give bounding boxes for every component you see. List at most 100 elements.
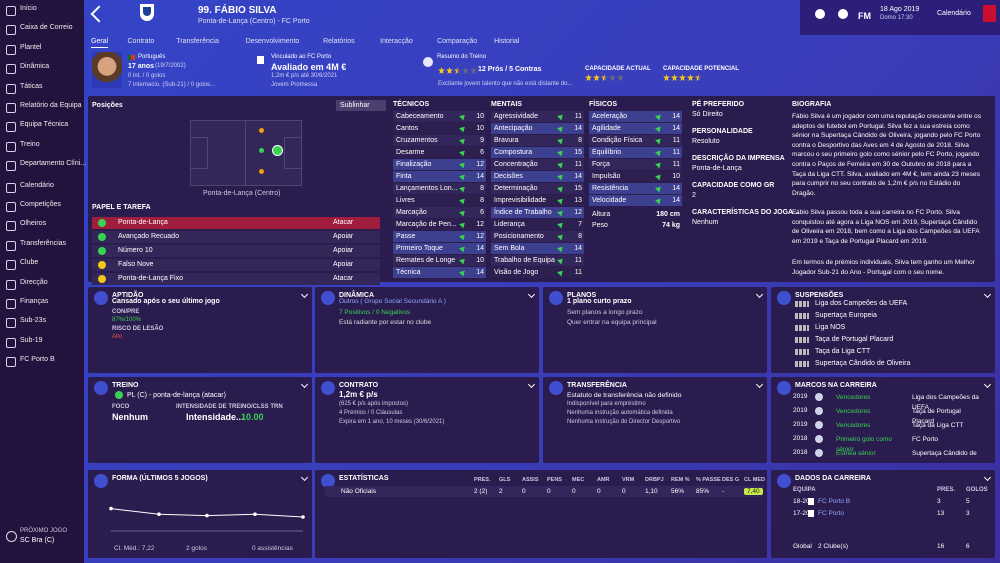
highlight-button[interactable]: Sublinhar bbox=[336, 100, 386, 111]
attr-title: TÉCNICOS bbox=[393, 101, 430, 108]
tab[interactable]: Contrato bbox=[127, 38, 155, 45]
stats-value: 85% bbox=[696, 488, 710, 495]
attr-value: 11 bbox=[574, 257, 582, 264]
attr-value: 14 bbox=[672, 125, 680, 132]
nav-item[interactable]: Plantel bbox=[20, 43, 42, 51]
transfer-line: Indisponível para empréstimo bbox=[567, 401, 646, 407]
career-club[interactable]: FC Porto bbox=[818, 510, 845, 517]
role-name[interactable]: Ponta-de-Lança bbox=[118, 219, 168, 226]
role-duty[interactable]: Apoiar bbox=[333, 247, 354, 254]
nav-item[interactable]: Calendário bbox=[20, 181, 54, 189]
continue-button[interactable] bbox=[983, 5, 996, 22]
attr-name: Imprevisibilidade bbox=[494, 197, 547, 204]
nav-item[interactable]: Finanças bbox=[20, 298, 49, 305]
contract-net: (625 € p/s após impostos) bbox=[339, 401, 409, 407]
form-point bbox=[253, 512, 257, 516]
tab[interactable]: Geral bbox=[91, 38, 109, 48]
fm-logo[interactable]: FM bbox=[858, 11, 871, 21]
training-role: PL (C) - ponta-de-lança (atacar) bbox=[127, 392, 226, 399]
attr-row bbox=[393, 195, 486, 206]
attr-row bbox=[491, 243, 584, 254]
attr-name: Cruzamentos bbox=[396, 137, 438, 144]
header-icon[interactable] bbox=[815, 9, 825, 19]
attr-row bbox=[589, 135, 682, 146]
pitch-half bbox=[245, 120, 246, 186]
attr-name: Primeiro Toque bbox=[396, 245, 443, 252]
attr-row bbox=[491, 255, 584, 266]
attr-name: Marcação bbox=[396, 209, 427, 216]
plans-long: Sem planos a longo prazo bbox=[567, 309, 643, 316]
nav-item[interactable]: Departamento Clíni... bbox=[20, 160, 87, 168]
next-match[interactable]: SC Bra (C) bbox=[20, 537, 55, 544]
nav-item[interactable]: Olheiros bbox=[20, 220, 47, 228]
nav-item[interactable]: Relatório da Equipa bbox=[20, 102, 82, 109]
role-duty[interactable]: Atacar bbox=[333, 275, 354, 282]
suspension-icon bbox=[795, 301, 809, 307]
role-name[interactable]: Ponta-de-Lança Fixo bbox=[118, 275, 183, 282]
card bbox=[88, 470, 312, 558]
tab[interactable]: Transferência bbox=[176, 38, 219, 45]
stats-value: 0 bbox=[597, 488, 601, 495]
role-name[interactable]: Avançado Recuado bbox=[118, 233, 179, 240]
attr-value: 13 bbox=[574, 197, 582, 204]
contract-expiry: Expira em 1 ano, 10 meses (30/6/2021) bbox=[339, 419, 445, 425]
star bbox=[695, 74, 702, 81]
nav-item[interactable]: Táticas bbox=[20, 82, 43, 90]
attr-value: 15 bbox=[574, 185, 582, 192]
role-name[interactable]: Falso Nove bbox=[118, 261, 154, 268]
card-icon bbox=[321, 291, 335, 305]
role-duty[interactable]: Apoiar bbox=[333, 233, 354, 240]
career-club[interactable]: FC Porto B bbox=[818, 498, 851, 505]
nav-icon bbox=[6, 531, 17, 542]
attr-row bbox=[393, 183, 486, 194]
nationality: Português bbox=[138, 54, 166, 60]
role-name[interactable]: Número 10 bbox=[118, 247, 153, 254]
sidebar bbox=[0, 0, 84, 563]
role-duty[interactable]: Apoiar bbox=[333, 261, 354, 268]
nav-item[interactable]: Competições bbox=[20, 201, 61, 208]
nav-item[interactable]: Caixa de Correio bbox=[20, 24, 73, 32]
attr-value: 6 bbox=[480, 209, 484, 216]
nav-item[interactable]: Equipa Técnica bbox=[20, 121, 69, 129]
nav-item[interactable]: FC Porto B bbox=[20, 356, 55, 364]
card-icon bbox=[777, 474, 791, 488]
career-header: PRES. bbox=[937, 487, 956, 493]
nav-item[interactable]: Dinâmica bbox=[20, 63, 50, 71]
nav-item[interactable]: Início bbox=[20, 5, 37, 12]
tab[interactable]: Desenvolvimento bbox=[245, 38, 300, 45]
dob: (19/7/2002) bbox=[155, 63, 186, 69]
physique-label: Altura bbox=[592, 211, 611, 218]
role-duty[interactable]: Atacar bbox=[333, 219, 354, 226]
attr-value: 9 bbox=[480, 137, 484, 144]
attr-value: 11 bbox=[574, 161, 582, 168]
attr-row bbox=[491, 267, 584, 278]
nav-item[interactable]: Clube bbox=[20, 259, 39, 267]
nav-item[interactable]: Sub-19 bbox=[20, 336, 43, 344]
stats-value: 56% bbox=[671, 488, 685, 495]
header-icon[interactable] bbox=[838, 9, 848, 19]
position-dot bbox=[259, 148, 264, 153]
profile-value: Só Direito bbox=[692, 111, 723, 118]
attr-name: Trabalho de Equipa bbox=[494, 257, 555, 264]
milestone-year: 2018 bbox=[793, 449, 808, 456]
attr-name: Equilíbrio bbox=[592, 149, 622, 156]
tab[interactable]: Historial bbox=[494, 38, 520, 45]
nav-item[interactable]: Sub-23s bbox=[20, 317, 47, 325]
tab[interactable]: Relatórios bbox=[323, 38, 355, 45]
nav-item[interactable]: Treino bbox=[20, 140, 40, 148]
profile-label: CAPACIDADE COMO GR bbox=[692, 182, 775, 189]
attr-value: 14 bbox=[476, 245, 484, 252]
milestone-type: Estreia sénior bbox=[836, 450, 876, 457]
tab[interactable]: Comparação bbox=[437, 38, 478, 45]
injury-risk: Alto bbox=[112, 334, 123, 340]
star bbox=[454, 67, 461, 74]
back-button[interactable] bbox=[90, 5, 108, 23]
tab[interactable]: Interacção bbox=[380, 38, 413, 45]
card bbox=[315, 377, 539, 463]
attr-value: 12 bbox=[574, 209, 582, 216]
attr-value: 11 bbox=[672, 149, 680, 156]
nav-item[interactable]: Direcção bbox=[20, 278, 48, 286]
nav-item[interactable]: Transferências bbox=[20, 239, 67, 247]
calendar-button[interactable]: Calendário bbox=[937, 10, 971, 17]
summary-icon bbox=[423, 57, 433, 67]
